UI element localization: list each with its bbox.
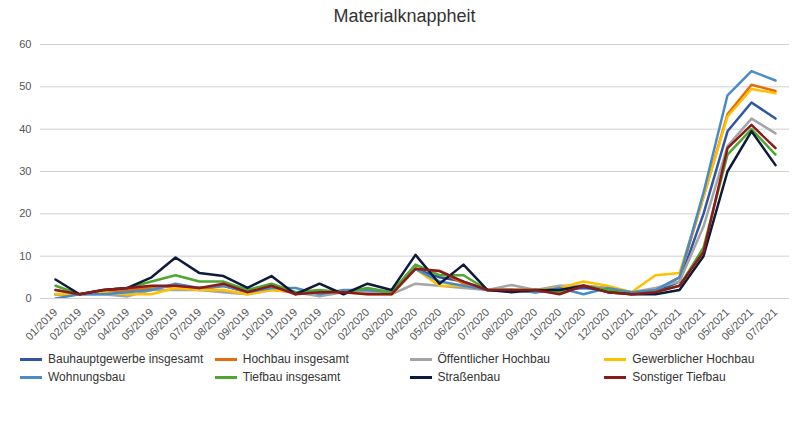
svg-text:11/2019: 11/2019: [263, 305, 300, 342]
svg-text:06/2020: 06/2020: [430, 305, 468, 343]
svg-text:20: 20: [19, 207, 31, 219]
svg-text:12/2019: 12/2019: [286, 305, 324, 343]
svg-text:07/2020: 07/2020: [454, 305, 492, 343]
svg-text:0: 0: [25, 292, 31, 304]
svg-text:11/2020: 11/2020: [551, 305, 588, 342]
svg-text:05/2019: 05/2019: [118, 305, 156, 343]
html-text:Öffentlicher Hochbau: Öffentlicher Hochbau: [437, 352, 550, 366]
html-text:Hochbau insgesamt: Hochbau insgesamt: [242, 352, 349, 366]
svg-text:01/2021: 01/2021: [598, 305, 636, 343]
svg-text:12/2020: 12/2020: [574, 305, 612, 343]
svg-text:07/2021: 07/2021: [743, 306, 780, 343]
html-text:Bauhauptgewerbe insgesamt: Bauhauptgewerbe insgesamt: [48, 352, 204, 366]
svg-text:03/2020: 03/2020: [358, 305, 396, 343]
svg-text:10: 10: [19, 250, 31, 262]
svg-text:06/2019: 06/2019: [142, 305, 180, 343]
svg-text:02/2020: 02/2020: [334, 305, 372, 343]
svg-text:07/2019: 07/2019: [166, 305, 204, 343]
svg-text:04/2020: 04/2020: [382, 305, 420, 343]
svg-text:03/2019: 03/2019: [70, 305, 108, 343]
html-text:Gewerblicher Hochbau: Gewerblicher Hochbau: [632, 352, 755, 366]
svg-text:10/2020: 10/2020: [526, 305, 564, 343]
svg-text:60: 60: [19, 38, 31, 50]
svg-text:04/2019: 04/2019: [94, 305, 132, 343]
svg-text:05/2020: 05/2020: [406, 305, 444, 343]
svg-text:02/2021: 02/2021: [622, 305, 660, 343]
html-text:Sonstiger Tiefbau: Sonstiger Tiefbau: [632, 370, 726, 384]
svg-text:05/2021: 05/2021: [694, 305, 732, 343]
svg-text:50: 50: [19, 80, 31, 92]
html-text:Materialknappheit: Materialknappheit: [333, 6, 476, 26]
html-text:Tiefbau insgesamt: Tiefbau insgesamt: [242, 370, 341, 384]
svg-text:09/2019: 09/2019: [214, 305, 252, 343]
html-text:Straßenbau: Straßenbau: [437, 370, 501, 384]
html-text:Wohnungsbau: Wohnungsbau: [48, 370, 126, 384]
svg-text:09/2020: 09/2020: [502, 305, 540, 343]
svg-text:10/2019: 10/2019: [238, 305, 276, 343]
svg-text:30: 30: [19, 165, 31, 177]
svg-text:04/2021: 04/2021: [670, 305, 708, 343]
svg-text:02/2019: 02/2019: [46, 305, 84, 343]
svg-text:01/2019: 01/2019: [22, 305, 60, 343]
svg-text:40: 40: [19, 123, 31, 135]
svg-text:01/2020: 01/2020: [310, 305, 348, 343]
svg-text:06/2021: 06/2021: [718, 305, 756, 343]
svg-text:08/2020: 08/2020: [478, 305, 516, 343]
svg-text:08/2019: 08/2019: [190, 305, 228, 343]
svg-text:03/2021: 03/2021: [646, 305, 684, 343]
